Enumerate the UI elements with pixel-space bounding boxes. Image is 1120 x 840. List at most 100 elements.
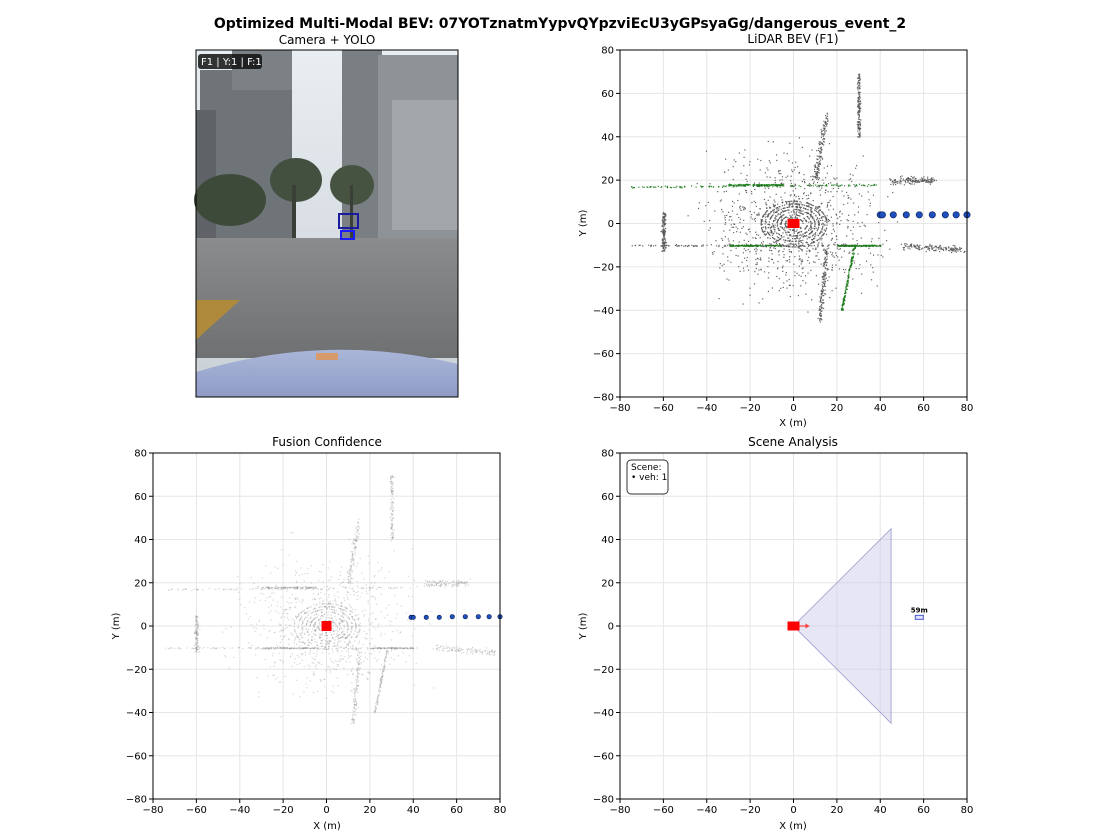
lidar-point	[342, 630, 344, 632]
lidar-point	[390, 519, 392, 521]
lidar-point	[917, 181, 919, 183]
lidar-point	[267, 647, 269, 649]
lidar-point	[312, 619, 314, 622]
lidar-point	[267, 586, 269, 589]
lidar-point	[826, 204, 829, 206]
lidar-point	[353, 692, 356, 694]
lidar-point	[816, 210, 818, 213]
lidar-point	[819, 313, 821, 315]
lidar-point	[749, 161, 751, 163]
lidar-point	[801, 180, 803, 183]
lidar-point	[391, 527, 393, 529]
lidar-point	[841, 307, 843, 310]
lidar-point	[767, 184, 769, 186]
lidar-point	[823, 248, 825, 250]
lidar-point	[350, 622, 353, 624]
lidar-point	[859, 85, 861, 87]
lidar-point	[290, 586, 292, 589]
lidar-point	[756, 214, 758, 216]
lidar-point	[669, 186, 672, 189]
lidar-point	[935, 179, 937, 182]
lidar-point	[309, 642, 311, 644]
lidar-point	[945, 247, 947, 249]
lidar-point	[390, 488, 392, 490]
lidar-point	[765, 203, 767, 205]
lidar-point	[193, 588, 196, 590]
lidar-point	[861, 221, 863, 224]
lidar-point	[782, 211, 784, 213]
lidar-point	[722, 239, 724, 241]
lidar-point	[766, 207, 768, 209]
lidar-point	[351, 628, 353, 630]
lidar-point	[392, 535, 394, 537]
lidar-point	[931, 248, 934, 250]
lidar-point	[851, 244, 853, 247]
lidar-point	[675, 244, 678, 246]
lidar-point	[385, 656, 387, 659]
lidar-point	[293, 647, 295, 649]
lidar-point	[446, 647, 449, 649]
lidar-point	[401, 647, 403, 650]
lidar-point	[776, 224, 779, 226]
lidar-point	[796, 235, 798, 238]
lidar-point	[781, 205, 784, 207]
lidar-point	[195, 651, 198, 653]
lidar-point	[347, 617, 350, 619]
lidar-point	[812, 237, 815, 240]
lidar-point	[797, 246, 799, 248]
lidar-point	[371, 587, 373, 589]
lidar-point	[836, 244, 838, 246]
lidar-point	[660, 186, 662, 189]
lidar-point	[720, 199, 723, 201]
lidar-point	[779, 186, 781, 188]
lidar-point	[840, 244, 842, 247]
lidar-point	[663, 238, 666, 240]
lidar-point	[793, 245, 795, 247]
lidar-point	[310, 612, 312, 614]
lidar-point	[782, 286, 784, 289]
lidar-point	[727, 169, 729, 171]
lidar-point	[774, 226, 776, 228]
lidar-point	[709, 227, 711, 229]
lidar-point	[355, 615, 357, 617]
lidar-point	[824, 285, 826, 288]
lidar-point	[177, 647, 179, 649]
lidar-point	[408, 647, 410, 649]
lidar-point	[827, 247, 830, 249]
lidar-point	[766, 176, 768, 178]
lidar-point	[296, 586, 298, 588]
lidar-point	[815, 255, 817, 257]
lidar-point	[792, 206, 794, 208]
lidar-point	[355, 648, 357, 650]
lidar-point	[795, 203, 797, 205]
lidar-point	[254, 648, 257, 650]
lidar-point	[273, 586, 275, 589]
lidar-point	[366, 648, 369, 650]
lidar-point	[791, 235, 793, 237]
lidar-point	[854, 246, 856, 248]
lidar-point	[324, 619, 326, 622]
lidar-point	[341, 605, 343, 607]
lidar-point	[380, 679, 382, 681]
lidar-point	[793, 229, 795, 231]
lidar-point	[470, 650, 472, 652]
lidar-point	[759, 258, 761, 261]
lidar-point	[195, 646, 198, 648]
lidar-point	[787, 237, 789, 239]
lidar-point	[663, 220, 665, 222]
lidar-point	[328, 647, 330, 650]
lidar-point	[806, 250, 808, 252]
lidar-point	[335, 625, 337, 627]
lidar-point	[381, 648, 383, 650]
x-tick-label: 60	[917, 403, 930, 414]
lidar-point	[847, 277, 849, 279]
lidar-point	[485, 647, 488, 649]
lidar-point	[836, 245, 838, 247]
lidar-point	[390, 587, 392, 590]
lidar-point	[806, 238, 808, 240]
lidar-point	[357, 669, 359, 671]
lidar-point	[395, 648, 397, 650]
lidar-point	[860, 100, 862, 102]
lidar-point	[339, 608, 342, 610]
lidar-point	[426, 581, 428, 583]
